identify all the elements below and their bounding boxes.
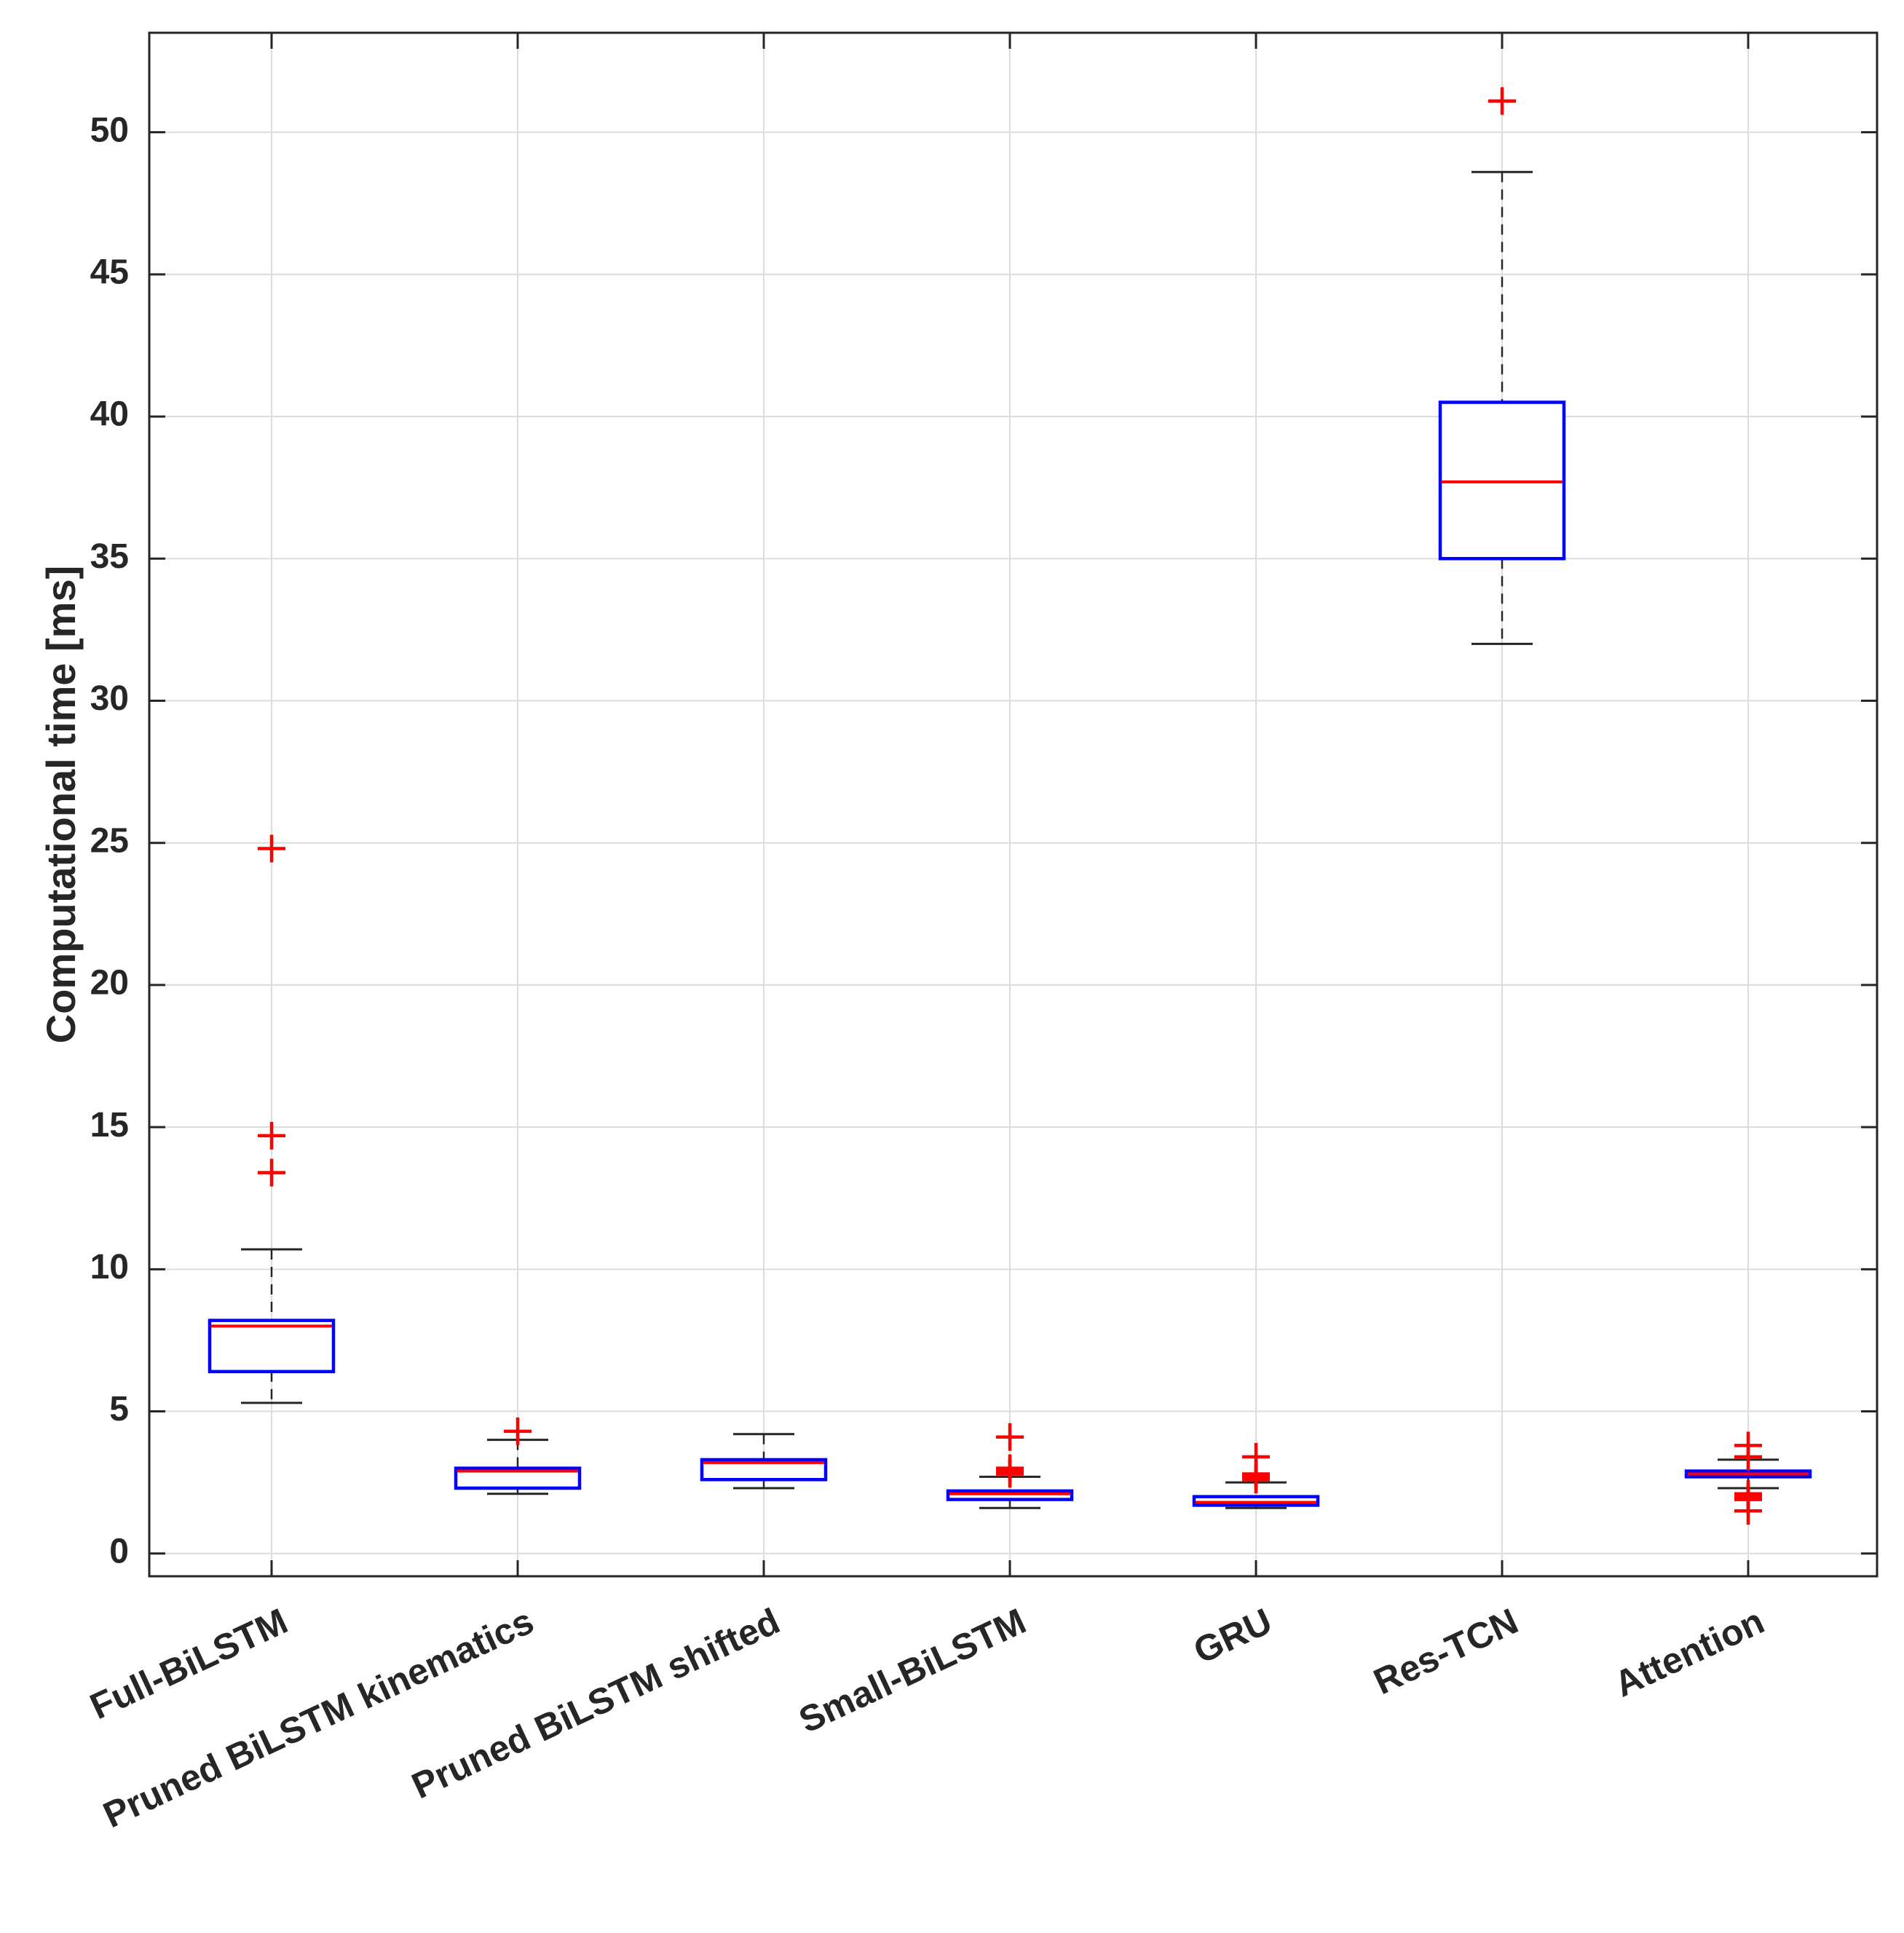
box-gru [1192,1443,1320,1509]
grid-layer [149,33,1877,1576]
box-full-bilstm [208,834,336,1404]
y-tick-label: 30 [90,679,129,718]
y-tick-label: 45 [90,253,129,292]
outlier-marker [504,1417,532,1445]
y-tick-label: 5 [109,1390,129,1428]
y-tick-label: 50 [90,111,129,149]
box-attention [1684,1431,1812,1525]
outlier-marker [1734,1431,1762,1460]
y-axis-ticks: 0 5 10 15 20 25 30 35 40 45 50 [90,111,1877,1570]
outlier-marker [1488,87,1516,115]
box-pruned-bilstm-kinematics [454,1417,582,1495]
y-tick-label: 40 [90,395,129,434]
box-res-tcn [1438,87,1566,645]
outlier-marker [258,1158,285,1187]
y-tick-label: 10 [90,1248,129,1286]
box-small-bilstm [946,1423,1074,1509]
y-tick-label: 25 [90,821,129,860]
outlier-marker [1242,1443,1270,1471]
outlier-marker [996,1454,1024,1482]
y-tick-label: 20 [90,964,129,1003]
outlier-marker [1734,1479,1762,1508]
iqr-box [208,1319,336,1374]
y-tick-label: 15 [90,1106,129,1145]
axes-frame [148,31,1879,1578]
y-tick-label: 0 [109,1532,129,1570]
y-tick-label: 35 [90,537,129,576]
box-pruned-bilstm-shifted [700,1433,828,1490]
y-axis-label: Computational time [ms] [38,566,84,1043]
outlier-marker [258,1121,285,1150]
outlier-marker [996,1423,1024,1451]
box-series [208,87,1812,1525]
outlier-marker [258,834,285,863]
